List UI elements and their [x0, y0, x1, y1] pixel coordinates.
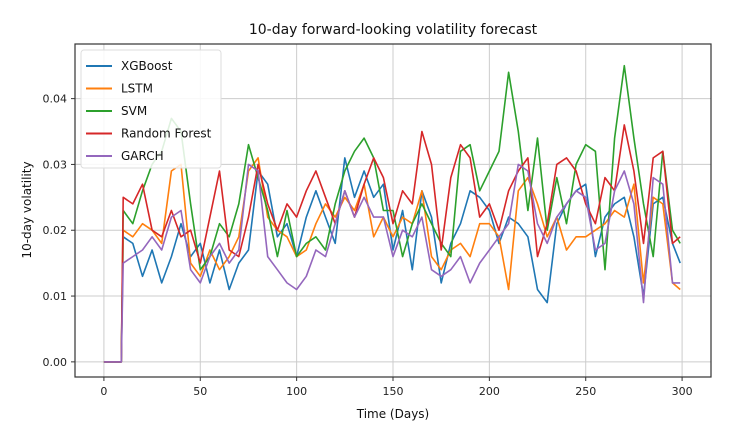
- legend-label-garch: GARCH: [121, 149, 164, 163]
- x-tick-label: 150: [383, 385, 404, 398]
- y-tick-label: 0.04: [43, 93, 68, 106]
- y-axis-label: 10-day volatility: [20, 161, 34, 258]
- legend: XGBoost LSTM SVM Random Forest GARCH: [80, 49, 222, 169]
- x-axis-ticks: 0 50 100 150 200 250 300: [100, 377, 693, 398]
- y-tick-label: 0.00: [43, 356, 68, 369]
- legend-label-random-forest: Random Forest: [121, 127, 212, 141]
- series-line-svm: [103, 64, 681, 363]
- series-line-garch: [103, 163, 681, 363]
- legend-label-svm: SVM: [121, 104, 147, 118]
- x-tick-label: 100: [286, 385, 307, 398]
- x-tick-label: 200: [479, 385, 500, 398]
- legend-label-lstm: LSTM: [121, 82, 153, 96]
- y-axis-ticks: 0.00 0.01 0.02 0.03 0.04: [43, 93, 75, 369]
- legend-box: [80, 49, 222, 169]
- series-line-xgboost: [103, 157, 681, 363]
- x-axis-label: Time (Days): [356, 407, 430, 421]
- series-lines: [103, 64, 681, 363]
- y-tick-label: 0.02: [43, 224, 68, 237]
- series-line-lstm: [103, 157, 681, 363]
- series-line-random-forest: [103, 124, 681, 363]
- y-tick-label: 0.01: [43, 290, 68, 303]
- grid-lines: [75, 44, 711, 377]
- x-tick-label: 250: [575, 385, 596, 398]
- y-tick-label: 0.03: [43, 158, 68, 171]
- legend-label-xgboost: XGBoost: [121, 59, 173, 73]
- x-tick-label: 50: [193, 385, 207, 398]
- x-tick-label: 0: [100, 385, 107, 398]
- x-tick-label: 300: [672, 385, 693, 398]
- chart-title: 10-day forward-looking volatility foreca…: [249, 22, 538, 38]
